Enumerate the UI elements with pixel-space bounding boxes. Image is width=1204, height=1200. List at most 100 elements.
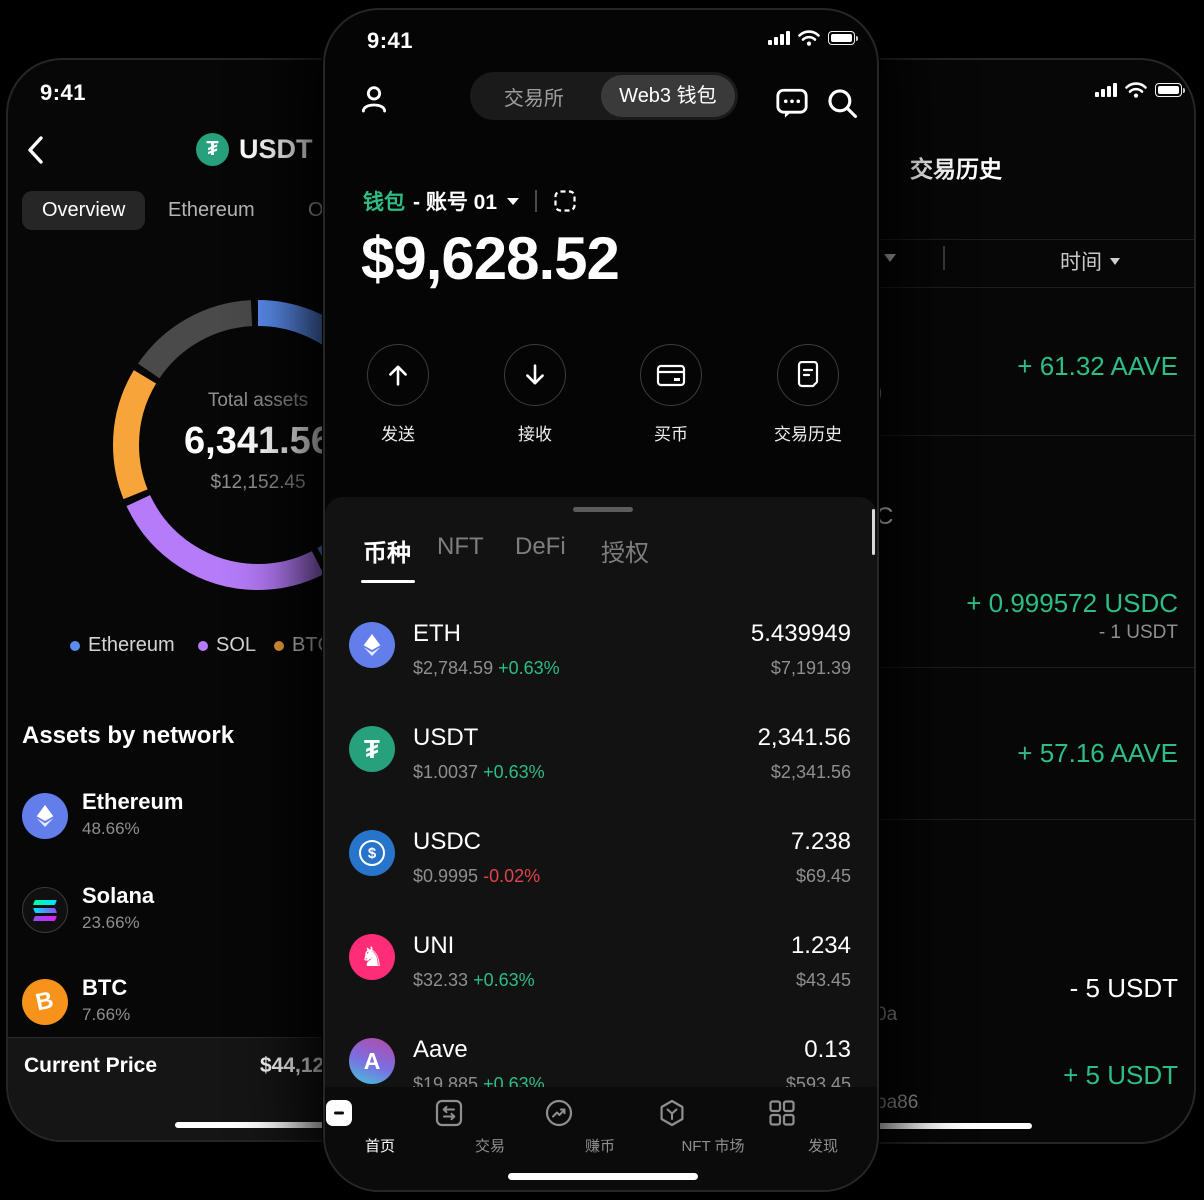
wifi-icon — [798, 30, 820, 46]
status-icons — [768, 30, 858, 46]
ethereum-icon — [22, 793, 68, 839]
time-filter[interactable]: 时间 — [1060, 246, 1120, 276]
scan-account-icon[interactable] — [553, 189, 577, 213]
battery-icon — [828, 31, 858, 45]
status-time: 9:41 — [367, 28, 414, 53]
donut-center-value: 6,341.56 — [184, 420, 332, 462]
nav-nft-market[interactable]: NFT 市场 — [658, 1099, 768, 1156]
tab-partial[interactable]: O — [308, 199, 324, 221]
total-balance: $9,628.52 — [361, 225, 620, 292]
receive-button[interactable]: 接收 — [475, 344, 595, 445]
nav-trade[interactable]: 交易 — [435, 1099, 545, 1156]
token-row-usdc[interactable]: $ USDC $0.9995 -0.02% 7.238 $69.45 — [325, 826, 877, 930]
wallet-selector[interactable]: 钱包 - 账号 01 — [363, 186, 577, 216]
tx-partial-address: ba86 — [876, 1092, 919, 1113]
tx-partial-name: C — [876, 503, 894, 530]
home-indicator[interactable] — [808, 1123, 1032, 1129]
battery-icon — [1155, 83, 1185, 97]
token-change: +0.63% — [473, 970, 535, 990]
history-button[interactable]: 交易历史 — [748, 344, 868, 445]
network-row-ethereum[interactable]: Ethereum 48.66% — [22, 789, 560, 849]
chat-button[interactable] — [775, 86, 809, 120]
tab-nft[interactable]: NFT — [437, 533, 484, 560]
signal-icon — [768, 31, 790, 45]
tab-defi[interactable]: DeFi — [515, 533, 566, 560]
legend-dot-sol — [198, 640, 208, 651]
bottom-nav: 首页 交易 赚币 NFT 市场 — [325, 1087, 877, 1190]
page-title: 交易历史 — [910, 156, 1002, 182]
home-indicator[interactable] — [175, 1122, 397, 1128]
wifi-icon — [1125, 82, 1147, 98]
trade-icon — [435, 1099, 545, 1127]
tab-underline — [361, 580, 415, 583]
nft-hexagon-icon — [658, 1099, 768, 1127]
solana-icon — [22, 887, 68, 933]
buy-crypto-button[interactable]: 买币 — [611, 344, 731, 445]
tab-web3-wallet[interactable]: Web3 钱包 — [600, 75, 735, 117]
current-price-value: $44,12 — [260, 1054, 325, 1077]
signal-icon — [1095, 83, 1117, 97]
drag-handle[interactable] — [573, 507, 633, 512]
btc-icon: B — [22, 979, 68, 1025]
network-row-btc[interactable]: B BTC 7.66% — [22, 975, 560, 1035]
aave-icon: A — [349, 1038, 395, 1084]
earn-icon — [545, 1099, 655, 1127]
tab-overview[interactable]: Overview — [22, 191, 146, 230]
home-indicator[interactable] — [508, 1173, 698, 1180]
legend-ethereum: Ethereum — [70, 634, 175, 657]
user-icon — [357, 82, 391, 116]
tx-amount: + 0.999572 USDC — [966, 588, 1178, 618]
nav-earn[interactable]: 赚币 — [545, 1099, 655, 1156]
token-row-eth[interactable]: ETH $2,784.59 +0.63% 5.439949 $7,191.39 — [325, 618, 877, 722]
donut-slice-btc — [113, 300, 403, 590]
tab-coins[interactable]: 币种 — [363, 540, 411, 567]
token-price: $2,784.59 — [413, 658, 494, 678]
discover-grid-icon — [768, 1099, 877, 1127]
chevron-down-icon — [507, 197, 520, 205]
usdt-icon: ₮ — [349, 726, 395, 772]
tab-exchange[interactable]: 交易所 — [503, 87, 564, 110]
divider — [535, 190, 537, 212]
token-row-usdt[interactable]: ₮ USDT $1.0037 +0.63% 2,341.56 $2,341.56 — [325, 722, 877, 826]
token-price: $32.33 — [413, 970, 469, 990]
scrollbar[interactable] — [872, 509, 875, 555]
tab-ethereum[interactable]: Ethereum — [168, 199, 255, 221]
profile-button[interactable] — [357, 82, 391, 116]
legend-sol: SOL — [198, 634, 256, 657]
legend-btc: BTC — [274, 634, 332, 657]
legend-dot-btc — [274, 640, 284, 651]
donut-center-fiat: $12,152.45 — [210, 472, 306, 493]
usdt-token-icon: ₮ — [196, 133, 229, 166]
nav-home[interactable]: 首页 — [325, 1099, 435, 1156]
network-row-solana[interactable]: Solana 23.66% — [22, 883, 560, 943]
center-phone: 9:41 交易所 Web3 钱包 — [323, 8, 879, 1192]
document-icon — [795, 361, 821, 389]
eth-icon — [349, 622, 395, 668]
section-title: Assets by network — [22, 722, 235, 749]
back-button[interactable] — [22, 134, 56, 168]
usdc-icon: $ — [349, 830, 395, 876]
send-button[interactable]: 发送 — [338, 344, 458, 445]
donut-center-label: Total assets — [207, 390, 309, 411]
token-change: +0.63% — [483, 762, 545, 782]
tx-amount: + 61.32 AAVE — [1017, 351, 1178, 381]
segmented-control: 交易所 Web3 钱包 — [470, 72, 738, 120]
chevron-left-icon — [22, 134, 56, 166]
token-change: -0.02% — [483, 866, 541, 886]
uni-icon: ♞ — [349, 934, 395, 980]
search-button[interactable] — [825, 86, 859, 120]
tab-approvals[interactable]: 授权 — [601, 540, 649, 567]
search-icon — [825, 86, 859, 120]
donut-slice-sol — [113, 300, 403, 590]
chat-icon — [775, 86, 809, 120]
tx-amount: - 5 USDT — [1069, 973, 1178, 1003]
chevron-down-icon[interactable] — [884, 254, 896, 262]
arrow-up-icon — [384, 361, 412, 389]
nav-discover[interactable]: 发现 — [768, 1099, 877, 1156]
token-price: $1.0037 — [413, 762, 479, 782]
tx-partial-text: ) — [876, 382, 883, 403]
token-row-uni[interactable]: ♞ UNI $32.33 +0.63% 1.234 $43.45 — [325, 930, 877, 1034]
filter-divider — [943, 246, 945, 270]
current-price-label: Current Price — [24, 1054, 158, 1077]
